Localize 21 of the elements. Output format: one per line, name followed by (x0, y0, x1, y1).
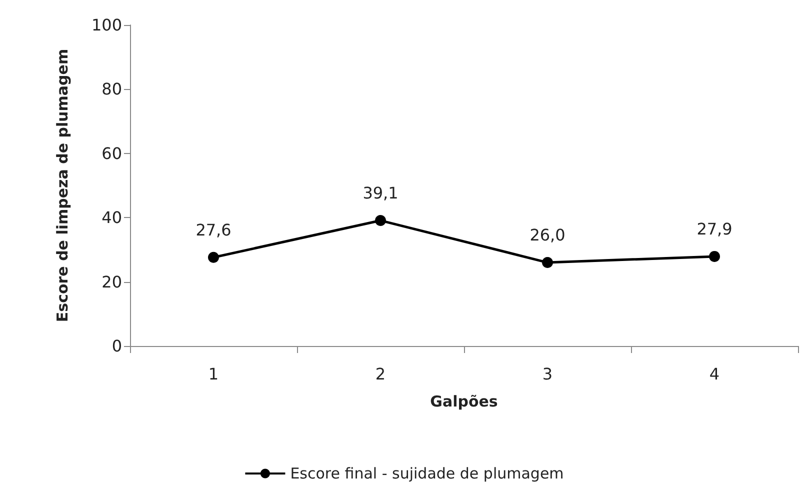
x-axis-title: Galpões (430, 392, 498, 410)
data-label: 27,9 (696, 219, 732, 238)
point (542, 257, 553, 268)
data-label: 39,1 (362, 183, 398, 202)
point (208, 252, 219, 263)
data-label: 26,0 (530, 226, 566, 245)
y-tick-label: 0 (112, 336, 122, 356)
y-tick-label: 80 (102, 80, 122, 99)
y-tick-label: 40 (102, 208, 122, 228)
x-tick-label: 3 (542, 364, 553, 384)
y-axis-title: Escore de limpeza de plumagem (54, 48, 72, 322)
x-tick-label: 4 (709, 364, 720, 384)
y-tick-label: 100 (91, 16, 122, 34)
x-tick-label: 2 (375, 364, 386, 384)
data-label: 27,6 (196, 220, 232, 240)
point (709, 250, 720, 262)
legend-label: Escore final - sujidade de plumagem (290, 464, 564, 482)
x-tick-label: 1 (208, 364, 219, 384)
point (375, 214, 386, 226)
y-tick-label: 20 (102, 272, 122, 292)
y-tick-label: 60 (102, 144, 122, 163)
